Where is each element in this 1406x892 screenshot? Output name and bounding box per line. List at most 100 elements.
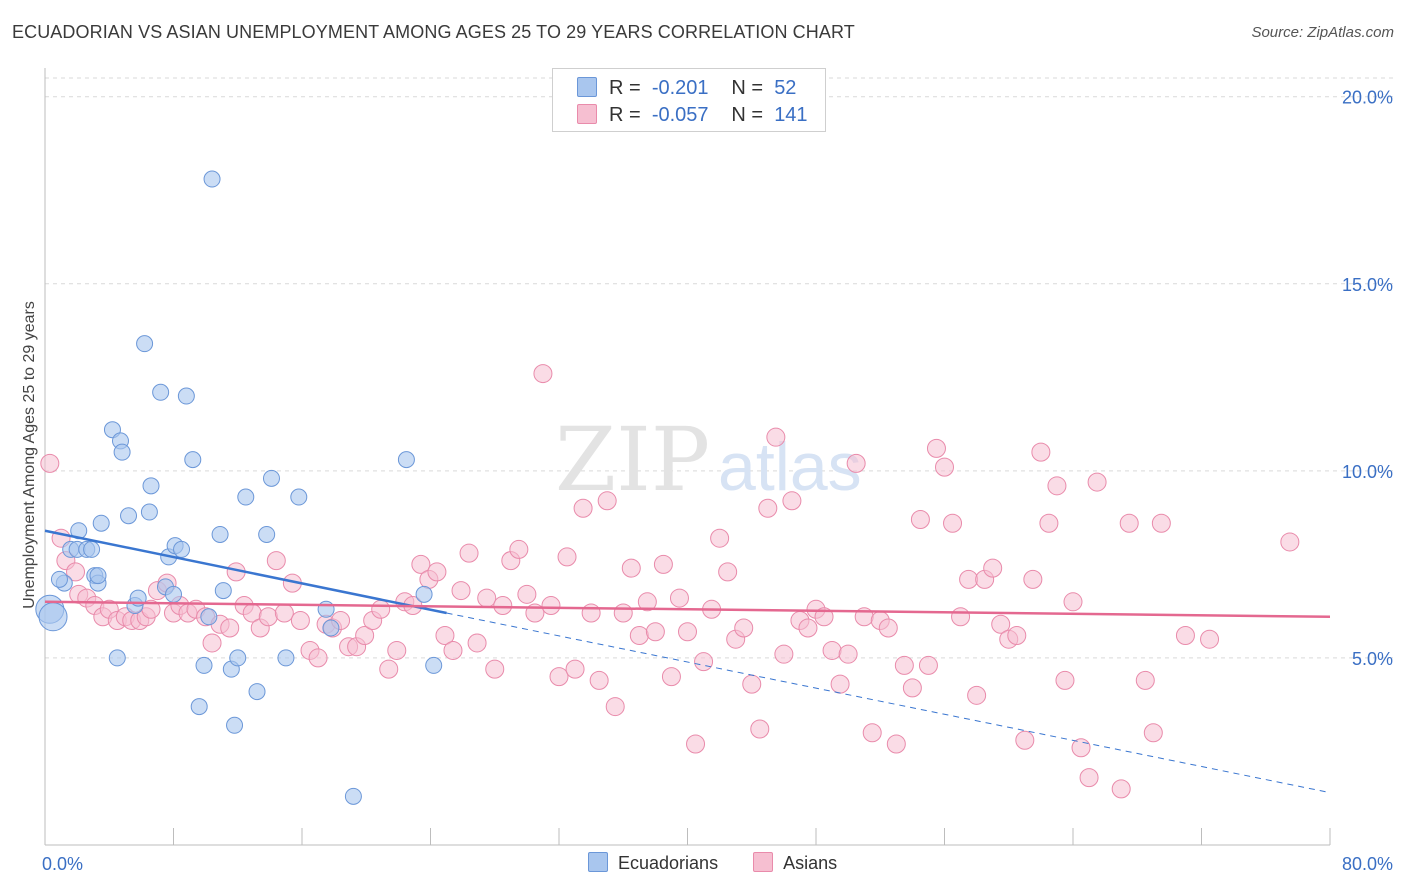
- asian-point: [451, 581, 471, 601]
- ecuadorian-point: [83, 540, 101, 558]
- asian-point: [1039, 513, 1059, 533]
- ecuadorian-point: [165, 585, 182, 603]
- ecuadorian-point: [173, 540, 191, 558]
- asian-point: [411, 554, 431, 574]
- ecuadorian-point: [425, 656, 443, 674]
- n-label: N =: [731, 104, 764, 126]
- r-value: -0.201: [651, 77, 709, 99]
- ecuadorian-point: [92, 514, 110, 532]
- ecuadorian-point: [38, 602, 68, 632]
- asian-point: [710, 528, 730, 548]
- asian-point: [1143, 723, 1163, 743]
- asian-point: [557, 547, 577, 567]
- ecuadorian-point: [200, 608, 218, 626]
- asian-point: [1015, 730, 1035, 750]
- asian-point: [694, 652, 714, 672]
- ecuadorian-point: [203, 170, 221, 188]
- x-tick-label: 80.0%: [1342, 854, 1393, 874]
- asian-point: [910, 509, 930, 529]
- asian-point: [1007, 625, 1027, 645]
- ecuadorians-swatch: [577, 77, 597, 97]
- asian-point: [493, 596, 513, 616]
- asian-point: [862, 723, 882, 743]
- asian-trend-line: [44, 600, 1331, 619]
- asian-point: [814, 607, 834, 627]
- asian-point: [951, 607, 971, 627]
- asian-point: [621, 558, 641, 578]
- asian-point: [766, 427, 786, 447]
- asian-point: [1055, 670, 1075, 690]
- asian-point: [718, 562, 738, 582]
- asian-point: [967, 685, 987, 705]
- asian-point: [355, 625, 375, 645]
- asian-point: [959, 569, 979, 589]
- asian-point: [549, 667, 569, 687]
- asian-point: [774, 644, 794, 664]
- ecuadorians-swatch: [588, 852, 608, 872]
- asian-point: [573, 498, 593, 518]
- asian-point: [1111, 779, 1131, 799]
- asian-point: [459, 543, 479, 563]
- asian-point: [782, 491, 802, 511]
- asian-point: [40, 453, 60, 473]
- asian-point: [308, 648, 328, 668]
- asian-point: [1087, 472, 1107, 492]
- asian-point: [1175, 625, 1195, 645]
- asian-point: [202, 633, 222, 653]
- asian-point: [935, 457, 954, 477]
- asian-point: [427, 562, 447, 582]
- ecuadorian-point: [152, 383, 170, 401]
- asian-point: [926, 438, 946, 458]
- legend-row-asians: R = -0.057 N = 141: [577, 104, 808, 126]
- legend-item-ecuadorians[interactable]: Ecuadorians: [588, 852, 718, 874]
- asian-point: [467, 633, 487, 653]
- source-credit: Source: ZipAtlas.com: [1251, 24, 1394, 41]
- asian-point: [830, 674, 850, 694]
- r-label: R =: [609, 77, 641, 99]
- ecuadorian-point: [195, 656, 213, 674]
- asian-point: [838, 644, 858, 664]
- asian-point: [443, 640, 463, 660]
- watermark-zip: ZIP: [555, 408, 710, 511]
- legend-label: Asians: [783, 853, 838, 873]
- asian-point: [846, 453, 866, 473]
- asian-point: [918, 655, 938, 675]
- n-label: N =: [731, 77, 764, 99]
- asian-point: [613, 603, 633, 623]
- asian-point: [1063, 592, 1083, 612]
- asian-point: [266, 551, 286, 571]
- asian-point: [581, 603, 601, 623]
- asian-point: [734, 618, 754, 638]
- ecuadorian-point: [415, 585, 433, 603]
- ecuadorian-point: [258, 525, 276, 543]
- ecuadorian-point: [322, 619, 340, 637]
- asian-point: [66, 562, 86, 582]
- ecuadorian-point: [344, 787, 362, 805]
- ecuadorian-point: [50, 570, 68, 588]
- asian-point: [517, 584, 537, 604]
- asian-point: [661, 667, 681, 687]
- ecuadorian-point: [113, 443, 131, 461]
- asian-point: [742, 674, 762, 694]
- asian-point: [750, 719, 770, 739]
- ecuadorian-point: [89, 567, 107, 585]
- correlation-legend: R = -0.201 N = 52 R = -0.057 N = 141: [552, 68, 826, 132]
- asian-point: [902, 678, 922, 698]
- series-legend: Ecuadorians Asians: [588, 852, 867, 874]
- legend-label: Ecuadorians: [618, 853, 719, 873]
- asian-point: [509, 539, 529, 559]
- asian-point: [1023, 569, 1043, 589]
- legend-item-asians[interactable]: Asians: [753, 852, 837, 874]
- ecuadorian-trend-line: [44, 529, 447, 615]
- ecuadorian-point: [237, 488, 255, 506]
- asian-point: [678, 622, 697, 642]
- asian-point: [533, 364, 553, 384]
- asian-point: [1071, 738, 1091, 758]
- asian-point: [485, 659, 505, 679]
- ecuadorian-point: [120, 507, 138, 525]
- ecuadorian-point: [177, 387, 195, 405]
- asian-point: [1200, 629, 1220, 649]
- asian-point: [371, 599, 391, 619]
- watermark: ZIP atlas: [555, 408, 862, 511]
- asian-point: [258, 607, 278, 627]
